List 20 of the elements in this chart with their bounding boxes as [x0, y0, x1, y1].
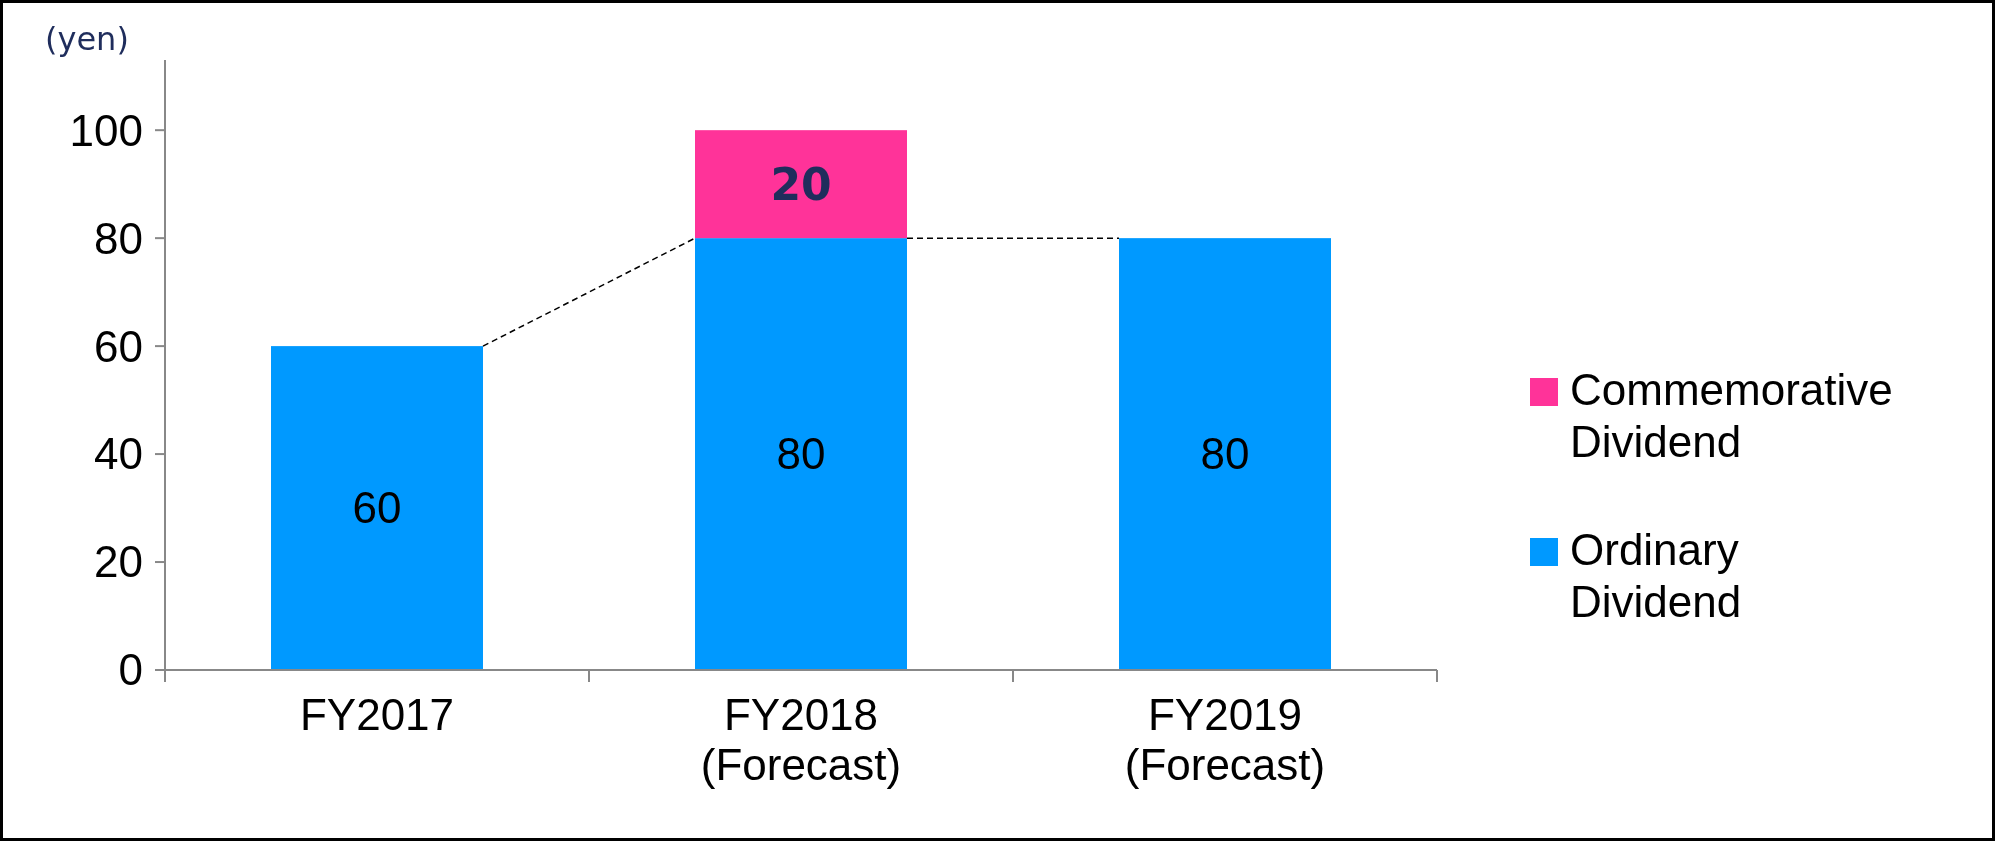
bar	[1119, 238, 1331, 670]
data-label: 80	[1200, 429, 1250, 479]
data-label: 80	[776, 429, 826, 479]
y-axis-title: (yen)	[45, 20, 129, 58]
x-tick-label: FY2018 (Forecast)	[700, 690, 902, 789]
bar	[695, 238, 907, 670]
legend-label: Commemorative Dividend	[1570, 365, 1893, 467]
y-tick-label: 60	[94, 321, 143, 371]
y-tick-label: 80	[94, 213, 143, 263]
legend-label: Ordinary Dividend	[1570, 525, 1742, 627]
bar	[271, 346, 483, 670]
y-tick-label: 40	[94, 429, 143, 479]
y-tick-label: 100	[69, 105, 143, 155]
x-tick-label: FY2017	[299, 690, 455, 739]
data-label: 20	[770, 158, 832, 210]
y-tick-label: 20	[94, 537, 143, 587]
bar	[695, 130, 907, 239]
x-tick-label: FY2019 (Forecast)	[1124, 690, 1326, 789]
y-tick-label: 0	[118, 645, 143, 695]
data-label: 60	[352, 483, 402, 533]
